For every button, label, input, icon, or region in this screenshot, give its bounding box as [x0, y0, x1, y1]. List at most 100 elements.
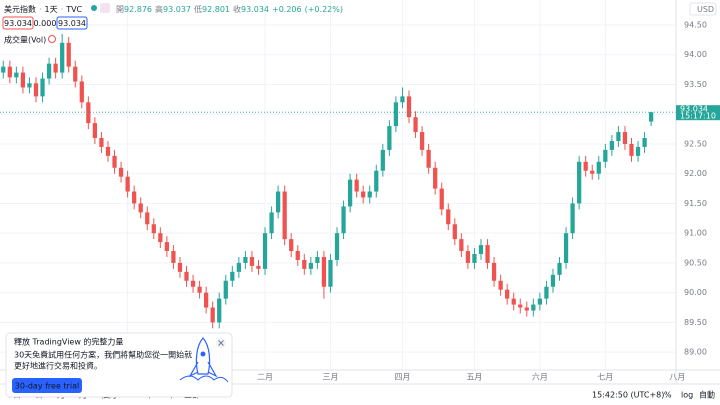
- candle-body: [498, 280, 503, 290]
- candle-body: [217, 298, 222, 323]
- candle-body: [92, 123, 98, 139]
- candle-body: [596, 161, 601, 174]
- spread: 0.000: [34, 19, 57, 28]
- rocket-icon: [179, 337, 229, 383]
- y-tick-label: 89.00: [684, 348, 707, 357]
- candle-body: [145, 212, 150, 225]
- candle-body: [511, 298, 516, 305]
- candle-body: [138, 203, 143, 213]
- candle-body: [118, 167, 124, 177]
- interval: 1天: [45, 5, 58, 14]
- x-tick-label: 四月: [394, 373, 410, 382]
- candle-body: [66, 42, 71, 67]
- candle-body: [164, 242, 169, 252]
- buy-price: 93.034: [58, 19, 86, 28]
- candle-body: [400, 96, 405, 103]
- low-value: 92.801: [202, 5, 230, 14]
- candle-body: [112, 155, 117, 168]
- candle-body: [590, 170, 595, 174]
- currency-button[interactable]: [689, 2, 717, 16]
- candle-body: [583, 161, 588, 171]
- candle-body: [347, 179, 353, 207]
- candle-body: [570, 203, 575, 234]
- y-tick-label: 91.50: [684, 199, 707, 208]
- candle-body: [478, 245, 484, 255]
- candle-body: [190, 280, 196, 287]
- candle-body: [302, 259, 307, 269]
- candle-body: [387, 126, 392, 150]
- candle-body: [46, 63, 52, 79]
- candle-body: [230, 271, 235, 281]
- candle-body: [27, 83, 32, 88]
- auto-toggle[interactable]: 自動: [699, 390, 715, 400]
- candle-body: [210, 307, 215, 323]
- ohlc-line: 開92.876 高93.037 低92.801 收93.034 +0.206 (+0.22…: [116, 4, 343, 14]
- candle-body: [295, 251, 300, 260]
- y-tick-label: 90.50: [684, 258, 707, 267]
- candle-body: [374, 170, 379, 192]
- percent-toggle[interactable]: %: [664, 391, 672, 400]
- rocket-smoke: [179, 375, 229, 383]
- candle-body: [256, 265, 261, 269]
- candle-body: [223, 280, 228, 299]
- clock: 15:42:50 (UTC+8): [592, 391, 664, 400]
- candle-body: [20, 72, 26, 88]
- candle-body: [177, 262, 183, 272]
- close-icon: [218, 340, 224, 346]
- trial-button[interactable]: [12, 378, 82, 393]
- market-status: [91, 5, 97, 11]
- candle-body: [649, 112, 654, 122]
- warning-icon[interactable]: [48, 35, 56, 43]
- candle-body: [282, 191, 287, 240]
- candle-body: [544, 286, 549, 299]
- sell-button[interactable]: [2, 16, 34, 30]
- candle-body: [262, 233, 268, 269]
- candle-body: [616, 132, 621, 141]
- popup-text: 更好地進行交易和投資。: [14, 361, 102, 371]
- candle-body: [563, 233, 569, 263]
- rocket-window: [200, 351, 206, 357]
- candle-body: [413, 117, 418, 133]
- last-price-label: 93.034: [680, 105, 708, 114]
- candle-body: [7, 66, 12, 78]
- candle-body: [249, 256, 255, 266]
- flag-icon[interactable]: [100, 3, 110, 13]
- candle-body: [86, 102, 91, 124]
- candle-body: [60, 42, 65, 73]
- last-price-time: 15:17:10: [680, 112, 716, 121]
- candle-body: [505, 289, 510, 299]
- high-label: 高: [155, 4, 163, 14]
- candle-body: [269, 212, 274, 234]
- candle-body: [577, 161, 582, 204]
- candle-body: [629, 143, 634, 156]
- low-label: 低: [194, 4, 202, 14]
- candle-body: [524, 307, 529, 311]
- candle-body: [99, 138, 104, 147]
- candle-body: [40, 78, 45, 97]
- candle-body: [321, 256, 327, 287]
- candle-body: [14, 72, 19, 78]
- change-pct: (+0.22%): [305, 5, 343, 14]
- candle-body: [328, 259, 333, 287]
- y-tick-label: 94.50: [684, 20, 707, 29]
- candle-body: [33, 83, 39, 97]
- candle-body: [354, 179, 359, 192]
- y-tick-label: 92.00: [684, 169, 707, 178]
- close-label: 收: [233, 4, 241, 14]
- candle-body: [79, 81, 84, 103]
- x-tick-label: 三月: [322, 373, 338, 382]
- candle-body: [603, 149, 608, 162]
- source: TVC: [65, 5, 82, 14]
- candle-body: [236, 262, 241, 272]
- candle-body: [642, 138, 647, 147]
- buy-button[interactable]: [56, 16, 88, 30]
- log-toggle[interactable]: log: [681, 391, 693, 400]
- candle-body: [341, 206, 346, 234]
- candle-body: [446, 209, 451, 225]
- x-tick-label: 七月: [597, 373, 613, 382]
- close-value: 93.034: [241, 5, 269, 14]
- candle-body: [550, 274, 556, 287]
- candle-body: [439, 188, 444, 210]
- candle-body: [537, 298, 543, 305]
- candles: [0, 33, 676, 329]
